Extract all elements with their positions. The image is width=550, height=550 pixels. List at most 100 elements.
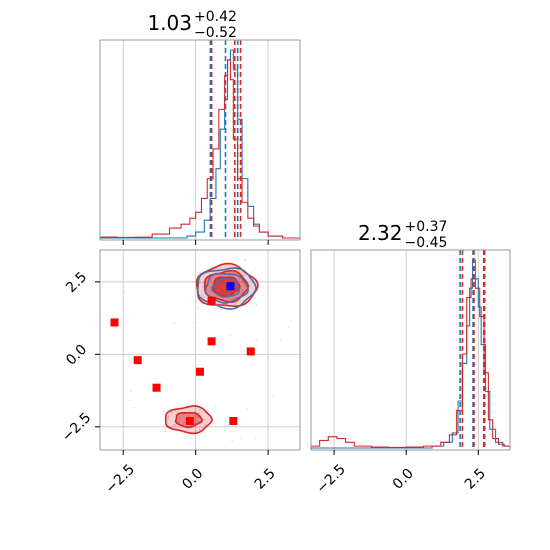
joint-sample-point	[182, 413, 185, 416]
joint-sample-point	[198, 428, 201, 431]
joint-x-tick-label: 2.5	[252, 466, 279, 493]
hist-right-x-tick-label: 0.0	[390, 466, 417, 493]
joint-sample-point	[240, 292, 243, 294]
hist-top-panel: 1.03 +0.42−0.52	[99, 9, 301, 245]
joint-sample-point	[214, 404, 217, 407]
joint-sample-point	[162, 409, 165, 412]
joint-sample-point	[202, 297, 205, 299]
joint-red-marker	[133, 356, 142, 365]
joint-sample-point	[240, 281, 243, 284]
joint-red-marker	[207, 337, 216, 346]
joint-sample-point	[287, 325, 290, 328]
joint-sample-point	[187, 415, 190, 418]
joint-red-marker	[110, 318, 119, 327]
joint-red-marker	[207, 296, 216, 305]
hist-right-histogram-series-1	[310, 259, 511, 449]
joint-sample-point	[200, 295, 203, 298]
hist-top-histogram-series-2	[99, 59, 301, 239]
joint-sample-point	[204, 423, 206, 426]
joint-sample-point	[220, 308, 223, 311]
joint-sample-point	[129, 390, 132, 393]
hist-top-title-value: 1.03	[147, 11, 192, 35]
joint-sample-point	[216, 306, 219, 309]
joint-sample-point	[254, 297, 257, 300]
joint-sample-point	[245, 408, 248, 411]
joint-sample-point	[167, 417, 170, 420]
joint-sample-point	[179, 416, 181, 419]
joint-sample-point	[196, 307, 199, 309]
joint-sample-point	[211, 283, 214, 285]
hist-top-title-upper: +0.42	[194, 9, 237, 25]
joint-sample-point	[251, 364, 253, 366]
hist-right-frame	[310, 249, 511, 451]
joint-sample-point	[194, 296, 197, 299]
joint-sample-point	[209, 278, 212, 280]
joint-sample-point	[255, 304, 258, 306]
hist-top-title-lower: −0.52	[194, 25, 237, 41]
joint-red-marker	[246, 347, 255, 356]
joint-sample-point	[182, 423, 185, 425]
joint-sample-point	[255, 437, 257, 440]
joint-sample-point	[234, 303, 237, 305]
hist-top-frame	[99, 39, 301, 241]
joint-sample-point	[215, 267, 218, 270]
joint-sample-point	[194, 415, 197, 418]
joint-sample-point	[198, 412, 201, 414]
joint-sample-point	[129, 399, 131, 402]
joint-blue-contour-level-1	[196, 267, 257, 310]
joint-sample-point	[230, 298, 233, 301]
joint-sample-point	[204, 418, 207, 421]
joint-sample-point	[215, 295, 218, 298]
joint-frame	[99, 249, 301, 451]
joint-sample-point	[197, 416, 199, 418]
joint-sample-point	[242, 274, 245, 277]
joint-sample-point	[164, 430, 167, 432]
joint-y-tick-label: 0.0	[63, 342, 90, 369]
joint-sample-point	[167, 415, 170, 418]
joint-sample-point	[240, 288, 243, 291]
joint-sample-point	[240, 437, 243, 440]
hist-right-x-tick-label: 2.5	[462, 466, 489, 493]
joint-sample-point	[193, 418, 196, 421]
joint-sample-point	[279, 339, 282, 342]
joint-sample-point	[210, 281, 213, 284]
hist-right-panel: 2.32 +0.37−0.45 −2.5 0.0 2.5	[310, 219, 511, 497]
hist-right-histogram-series-2	[310, 278, 511, 449]
joint-red-marker	[185, 417, 194, 426]
joint-blue-contour-level-3	[211, 277, 241, 298]
joint-blue-marker	[226, 282, 235, 291]
joint-sample-point	[123, 291, 126, 294]
joint-red-marker	[196, 367, 204, 376]
joint-sample-point	[170, 410, 173, 413]
hist-right-x-tick-label: −2.5	[314, 461, 349, 496]
joint-sample-point	[172, 423, 175, 426]
joint-sample-point	[272, 394, 275, 397]
joint-red-marker	[152, 383, 161, 392]
joint-sample-point	[231, 439, 233, 442]
joint-sample-point	[254, 267, 256, 270]
joint-x-tick-label: 0.0	[179, 466, 206, 493]
joint-x-tick-label: −2.5	[103, 461, 138, 496]
joint-sample-point	[240, 288, 243, 291]
joint-sample-point	[248, 285, 251, 287]
joint-sample-point	[235, 301, 238, 304]
joint-sample-point	[196, 415, 199, 418]
joint-sample-point	[229, 334, 231, 336]
joint-sample-point	[215, 294, 218, 297]
joint-sample-point	[192, 321, 195, 324]
joint-sample-point	[242, 290, 244, 293]
joint-sample-point	[239, 293, 242, 296]
joint-sample-point	[177, 420, 179, 423]
joint-sample-point	[132, 406, 135, 409]
joint-sample-point	[198, 282, 201, 284]
joint-sample-point	[290, 319, 293, 322]
hist-right-title-lower: −0.45	[405, 235, 448, 251]
joint-sample-point	[256, 339, 258, 341]
joint-red-marker	[229, 417, 238, 426]
joint-sample-point	[244, 259, 247, 261]
joint-sample-point	[251, 269, 254, 272]
joint-y-tick-label: −2.5	[59, 410, 94, 445]
joint-panel: −2.5 0.0 2.5 −2.5 0.0 2.5	[59, 249, 301, 497]
